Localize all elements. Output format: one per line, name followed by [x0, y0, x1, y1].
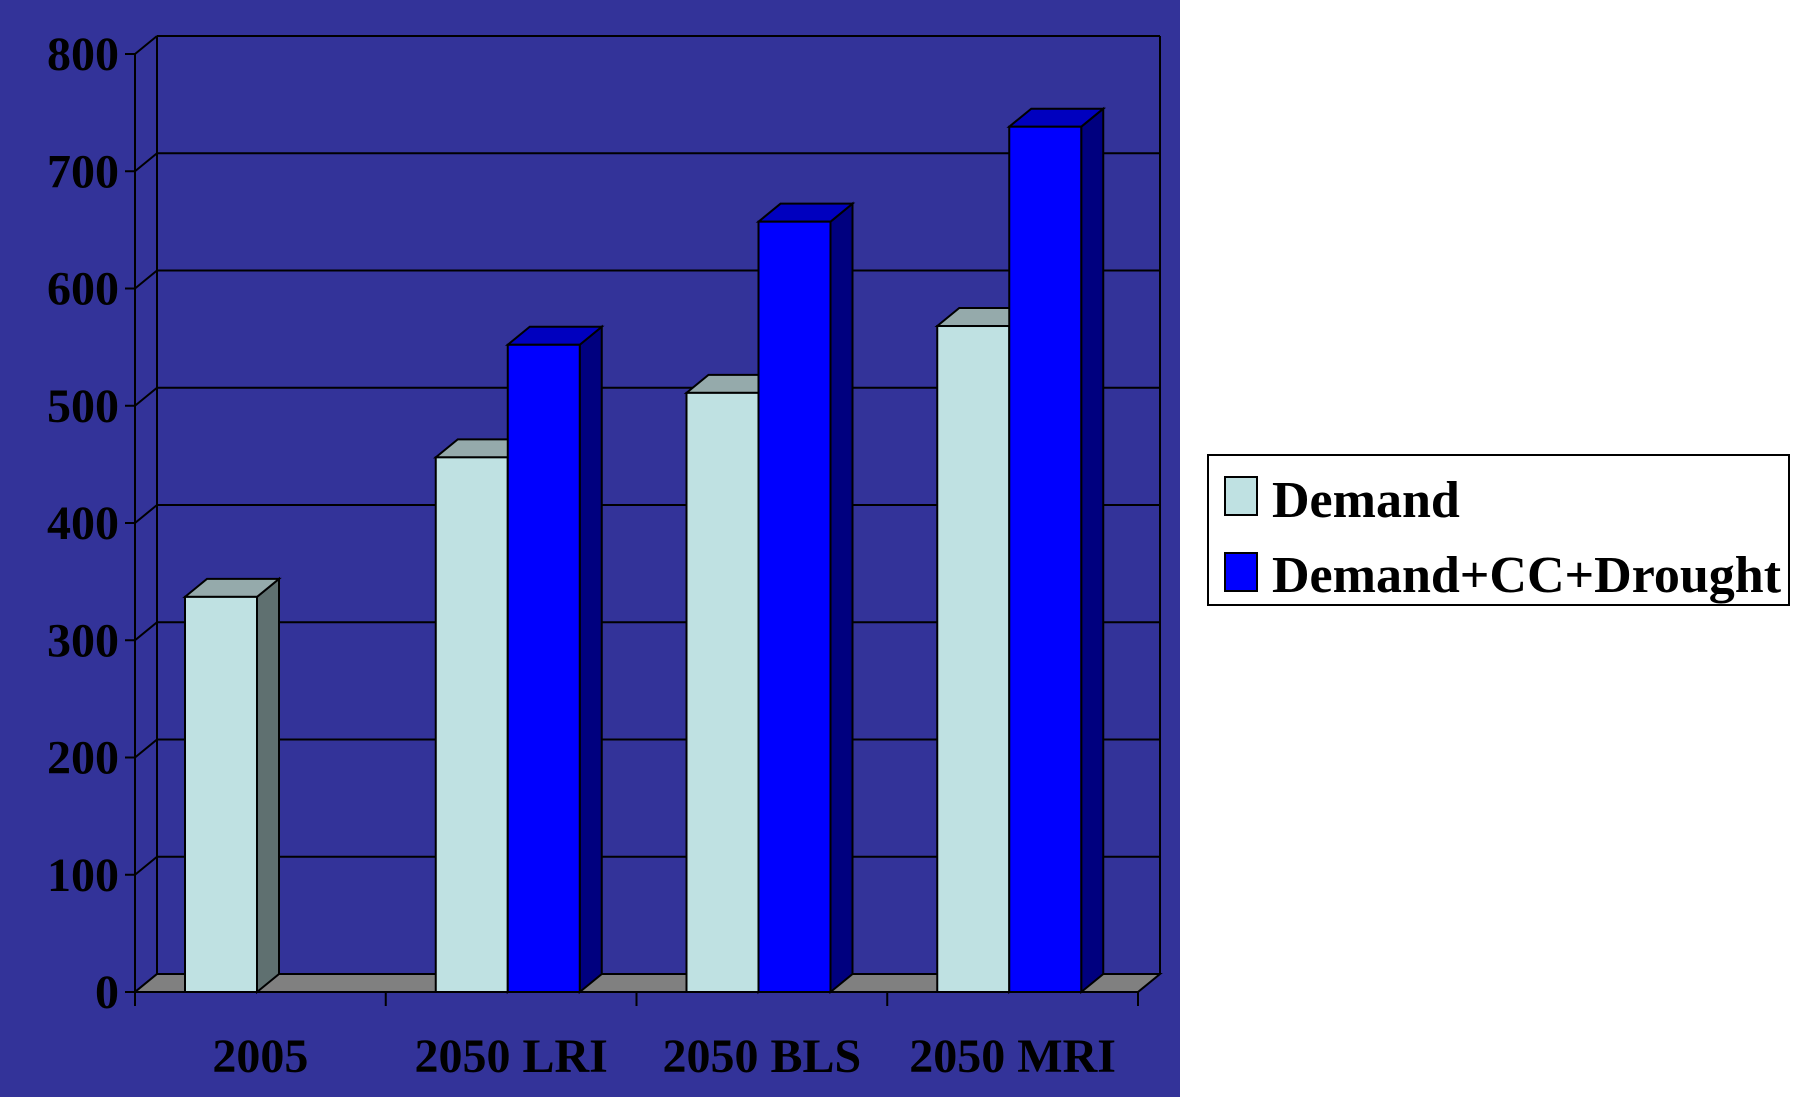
y-tick-label: 500 [47, 380, 119, 433]
legend-swatch-drought [1224, 552, 1258, 592]
gridline-wall [134, 386, 158, 407]
gridline-wall [134, 152, 158, 173]
bar-side [1080, 106, 1105, 995]
y-tick-label: 200 [47, 732, 119, 785]
x-tick-label: 2050 LRI [414, 1030, 607, 1083]
bar-front [184, 595, 258, 993]
legend-label-demand: Demand [1272, 472, 1460, 529]
y-tick-label: 600 [47, 263, 119, 316]
bar-front [506, 343, 581, 993]
legend-label-drought: Demand+CC+Drought [1272, 547, 1782, 604]
bar-front [434, 456, 509, 993]
x-tick-label: 2050 BLS [663, 1030, 862, 1083]
gridline-wall [134, 269, 158, 290]
bar-side [256, 576, 280, 995]
x-tick-label: 2005 [212, 1030, 308, 1083]
bar-demand [182, 576, 282, 995]
x-tick-labels: 2005 2050 LRI 2050 BLS 2050 MRI [212, 1030, 1116, 1083]
gridline-wall [134, 738, 158, 759]
y-tick-label: 400 [47, 497, 119, 550]
legend-swatch-demand [1224, 476, 1258, 516]
y-tick-labels: 0 100 200 300 400 500 600 700 800 [47, 28, 119, 1019]
bars [182, 106, 1107, 995]
bar-side [578, 324, 603, 995]
bar-front [936, 325, 1011, 993]
bar-front [1008, 125, 1083, 993]
y-tick-label: 100 [47, 849, 119, 902]
gridline-wall [134, 621, 158, 642]
bar-side [829, 201, 854, 995]
bar-demand-cc-drought [504, 324, 605, 995]
axes [125, 53, 1163, 1006]
bar-front [757, 220, 832, 994]
legend-box [1207, 454, 1790, 606]
gridline-wall [134, 35, 158, 55]
x-tick-label: 2050 MRI [909, 1030, 1116, 1083]
gridline-wall [134, 504, 158, 524]
gridline-wall [134, 855, 158, 876]
legend: Demand Demand+CC+Drought [1207, 454, 1790, 606]
y-tick-label: 800 [47, 28, 119, 81]
y-tick-label: 0 [95, 966, 119, 1019]
y-tick-label: 300 [47, 614, 119, 667]
bar-demand-cc-drought [1006, 106, 1107, 995]
bar-demand-cc-drought [755, 201, 856, 995]
bar-front [685, 391, 760, 994]
y-tick-label: 700 [47, 145, 119, 198]
